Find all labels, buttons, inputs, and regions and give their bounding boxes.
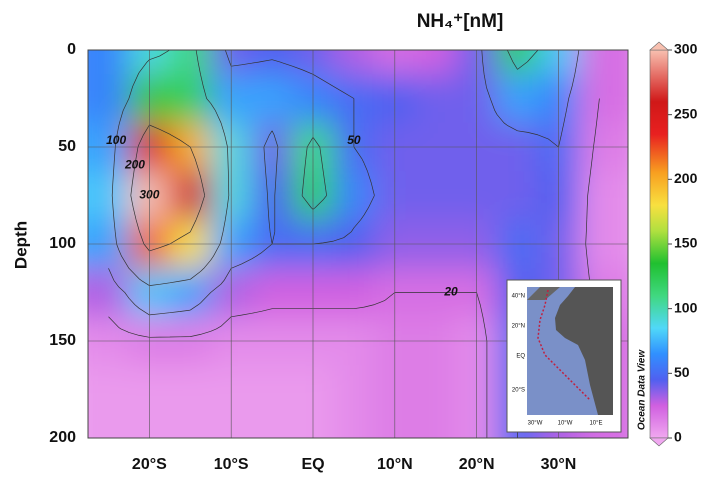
colorbar-tick-label: 150: [674, 235, 698, 251]
heat-cell: [415, 365, 457, 415]
heat-cell: [169, 365, 212, 415]
heat-cell: [251, 413, 294, 438]
y-tick-label: 100: [49, 235, 76, 252]
colorbar-tick-label: 50: [674, 364, 690, 380]
y-tick-label: 200: [49, 429, 76, 446]
x-tick-label: 20°N: [459, 456, 495, 473]
plot-frame: [87, 49, 629, 439]
heat-cell: [497, 50, 539, 75]
heat-cell: [415, 50, 457, 75]
heat-cell: [251, 268, 294, 318]
x-tick-label: 10°N: [377, 456, 413, 473]
heat-cell: [88, 268, 130, 318]
contour-label: 50: [347, 133, 361, 147]
heat-cell: [497, 171, 539, 221]
heat-cell: [333, 50, 375, 75]
inset-map: 40°N 20°N EQ 20°S 30°W 10°W 10°E: [506, 279, 622, 433]
contour-line: [130, 124, 206, 252]
x-tick-label: 10°S: [214, 456, 249, 473]
y-tick-label: 0: [67, 41, 76, 58]
heat-cell: [169, 268, 212, 318]
contour-label: 100: [106, 133, 126, 147]
inset-lat-label: EQ: [516, 354, 525, 360]
y-axis-label: Depth: [11, 221, 30, 269]
heat-cell: [415, 413, 457, 438]
inset-lat-label: 20°N: [512, 324, 525, 330]
heat-cell: [169, 171, 212, 221]
heat-cell: [169, 74, 212, 124]
heat-cell: [88, 50, 130, 75]
inset-cruise-track: [537, 289, 591, 401]
colorbar-label: Ocean Data View: [637, 349, 648, 430]
heat-cell: [333, 365, 375, 415]
heat-cell: [251, 74, 294, 124]
colorbar-tick-label: 0: [674, 429, 682, 445]
heat-cell: [88, 413, 130, 438]
heat-cell: [415, 74, 457, 124]
colorbar-tick-label: 250: [674, 105, 698, 121]
heat-cell: [88, 365, 130, 415]
x-tick-label: 20°S: [132, 456, 167, 473]
inset-lon-label: 10°E: [589, 421, 602, 427]
heat-cell: [169, 50, 212, 75]
colorbar-cap: [649, 41, 669, 51]
x-tick-label: EQ: [301, 456, 324, 473]
colorbar-tick-label: 200: [674, 170, 698, 186]
heat-cell: [497, 74, 539, 124]
inset-land: [527, 287, 560, 300]
y-tick-label: 150: [49, 332, 76, 349]
heat-cell: [578, 74, 628, 124]
x-tick-label: 30°N: [541, 456, 577, 473]
chart-title: NH₄⁺[nM]: [417, 11, 504, 32]
inset-lat-label: 40°N: [512, 294, 525, 300]
heat-cell: [251, 365, 294, 415]
heat-cell: [578, 50, 628, 75]
contour-line: [111, 50, 539, 286]
contour-label: 200: [124, 157, 145, 171]
heat-cell: [251, 171, 294, 221]
colorbar-cap: [649, 437, 669, 447]
inset-land: [555, 287, 613, 415]
heat-cell: [88, 171, 130, 221]
inset-lon-label: 10°W: [558, 421, 573, 427]
heat-cell: [333, 413, 375, 438]
colorbar-tick-label: 100: [674, 299, 698, 315]
inset-lon-label: 30°W: [528, 421, 543, 427]
heat-cell: [88, 74, 130, 124]
y-tick-label: 50: [58, 138, 76, 155]
heat-cell: [415, 171, 457, 221]
inset-lat-label: 20°S: [512, 388, 525, 394]
colorbar-tick-label: 300: [674, 41, 698, 57]
colorbar: [649, 49, 669, 439]
contour-label: 20: [443, 285, 458, 299]
heat-cell: [333, 171, 375, 221]
heat-cell: [169, 413, 212, 438]
heat-cell: [333, 268, 375, 318]
